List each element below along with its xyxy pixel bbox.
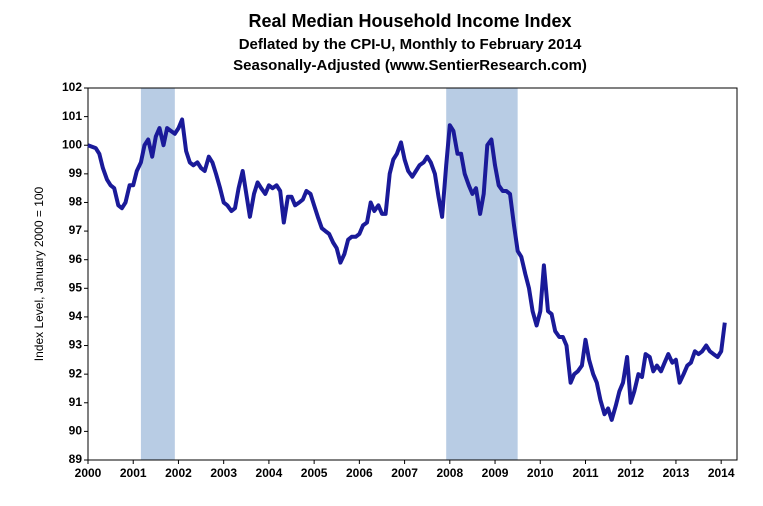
y-tick-label: 91 [69,395,83,409]
x-tick-label: 2011 [572,466,598,480]
y-tick-label: 102 [62,80,82,94]
chart-subtitle: Deflated by the CPI-U, Monthly to Februa… [239,36,582,53]
x-tick-label: 2009 [482,466,509,480]
x-tick-label: 2004 [256,466,283,480]
x-tick-label: 2014 [708,466,735,480]
y-tick-label: 89 [69,452,83,466]
x-tick-label: 2000 [75,466,102,480]
x-tick-label: 2012 [617,466,644,480]
x-tick-label: 2002 [165,466,192,480]
x-tick-label: 2007 [391,466,418,480]
x-tick-label: 2001 [120,466,147,480]
recession-shade [140,88,175,460]
y-tick-label: 92 [69,366,83,380]
y-tick-label: 101 [62,109,82,123]
data-line [87,117,727,422]
chart-subtitle: Seasonally-Adjusted (www.SentierResearch… [233,57,587,74]
x-tick-label: 2010 [527,466,554,480]
plot-frame [87,87,738,461]
y-tick-label: 96 [69,252,83,266]
y-tick-label: 100 [62,137,82,151]
chart-title: Real Median Household Income Index [248,11,571,31]
y-tick-label: 97 [69,223,83,237]
y-tick-label: 93 [69,338,83,352]
y-axis-title: Index Level, January 2000 = 100 [32,186,46,361]
y-tick-label: 99 [69,166,83,180]
y-tick-label: 95 [69,280,83,294]
x-tick-label: 2003 [210,466,237,480]
y-tick-label: 90 [69,424,83,438]
y-tick-label: 98 [69,195,83,209]
y-tick-label: 94 [69,309,83,323]
x-tick-label: 2005 [301,466,328,480]
x-tick-label: 2006 [346,466,373,480]
x-tick-label: 2013 [663,466,690,480]
x-tick-label: 2008 [436,466,463,480]
